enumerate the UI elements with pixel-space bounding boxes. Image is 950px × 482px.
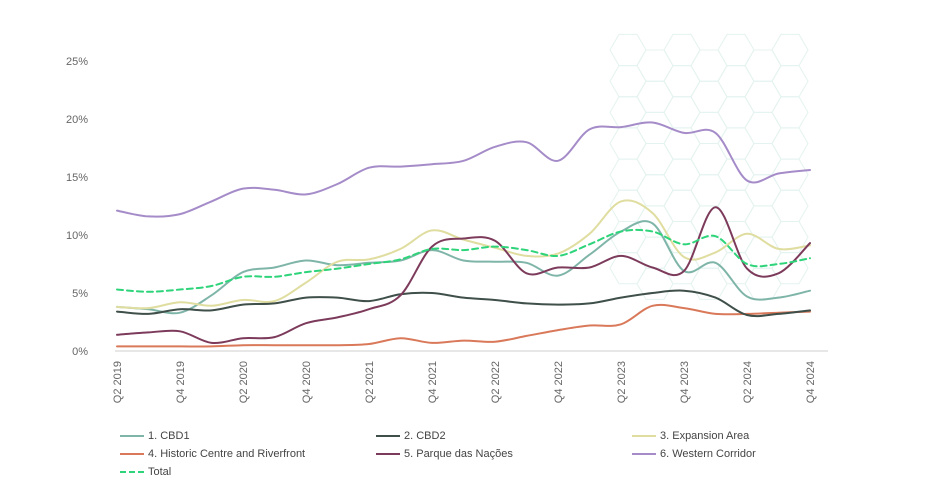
hexagon-shape: [609, 65, 647, 98]
hexagon-shape: [636, 143, 674, 176]
x-tick-label: Q2 2023: [616, 361, 628, 403]
x-tick-label: Q4 2020: [301, 361, 313, 403]
y-tick-label: 25%: [66, 56, 88, 68]
legend-label: 4. Historic Centre and Riverfront: [148, 448, 306, 460]
y-tick-label: 15%: [66, 172, 88, 184]
hexagon-shape: [609, 221, 647, 254]
hexagon-shape: [717, 65, 755, 98]
line-chart: 0% 5% 10% 15% 20% 25% Q2 2019 Q4 2019 Q2 2020 Q4…: [66, 33, 828, 403]
legend-swatch: [632, 453, 656, 455]
x-tick-label: Q4 2023: [679, 361, 691, 403]
x-tick-label: Q4 2022: [553, 361, 565, 403]
hexagon-shape: [690, 80, 728, 113]
hexagon-shape: [609, 127, 647, 160]
series-lines: [116, 121, 811, 348]
hexagon-shape: [663, 158, 701, 191]
legend-item: 4. Historic Centre and Riverfront: [120, 446, 376, 462]
legend-item: 5. Parque das Nações: [376, 446, 632, 462]
legend: 1. CBD1 2. CBD2 3. Expansion Area 4. Histor…: [120, 428, 900, 480]
legend-item: 1. CBD1: [120, 428, 376, 444]
legend-label: 2. CBD2: [404, 430, 446, 442]
hexagon-shape: [609, 33, 647, 67]
y-tick-label: 5%: [72, 288, 88, 300]
legend-swatch: [120, 471, 144, 473]
y-tick-label: 10%: [66, 230, 88, 242]
legend-swatch: [632, 435, 656, 437]
hexagon-shape: [744, 143, 782, 176]
hexagon-shape: [771, 127, 809, 160]
x-tick-label: Q2 2022: [490, 361, 502, 403]
legend-swatch: [120, 453, 144, 455]
hexagon-shape: [771, 65, 809, 98]
hexagon-shape: [663, 189, 701, 222]
x-tick-label: Q4 2021: [427, 361, 439, 403]
hexagon-shape: [717, 96, 755, 129]
hexagon-shape: [636, 49, 674, 82]
legend-item: 6. Western Corridor: [632, 446, 888, 462]
legend-label: 5. Parque das Nações: [404, 448, 513, 460]
y-axis-ticks: 0% 5% 10% 15% 20% 25%: [66, 56, 88, 358]
hexagon-shape: [663, 96, 701, 129]
legend-label: 1. CBD1: [148, 430, 190, 442]
hexagon-shape: [609, 158, 647, 191]
series-line-1: [116, 220, 811, 315]
hexagon-shape: [771, 189, 809, 222]
series-line-4: [116, 303, 811, 348]
hexagon-watermark-pattern: [609, 33, 809, 300]
hexagon-shape: [744, 80, 782, 113]
legend-swatch: [376, 435, 400, 437]
hexagon-shape: [771, 252, 809, 285]
legend-item: Total: [120, 464, 376, 480]
x-tick-label: Q2 2019: [112, 361, 124, 403]
hexagon-shape: [771, 33, 809, 67]
hexagon-shape: [717, 33, 755, 67]
series-line-5: [116, 206, 811, 345]
hexagon-shape: [690, 143, 728, 176]
hexagon-shape: [744, 205, 782, 238]
legend-label: Total: [148, 466, 172, 478]
x-tick-label: Q4 2024: [805, 361, 817, 403]
x-tick-label: Q2 2024: [742, 361, 754, 403]
legend-item: 3. Expansion Area: [632, 428, 888, 444]
legend-swatch: [376, 453, 400, 455]
hexagon-shape: [744, 49, 782, 82]
hexagon-shape: [663, 65, 701, 98]
x-axis-ticks: Q2 2019 Q4 2019 Q2 2020 Q4 2020 Q2 2021 Q4 20…: [112, 361, 817, 403]
hexagon-shape: [744, 111, 782, 144]
legend-label: 3. Expansion Area: [660, 430, 750, 442]
hexagon-shape: [636, 80, 674, 113]
hexagon-shape: [690, 49, 728, 82]
hexagon-shape: [771, 96, 809, 129]
y-tick-label: 0%: [72, 346, 88, 358]
x-tick-label: Q2 2020: [238, 361, 250, 403]
x-tick-label: Q2 2021: [364, 361, 376, 403]
legend-swatch: [120, 435, 144, 437]
series-line-3: [116, 199, 811, 310]
series-line-6: [116, 121, 811, 218]
y-tick-label: 20%: [66, 114, 88, 126]
series-line-7: [116, 228, 811, 293]
hexagon-shape: [690, 174, 728, 207]
x-tick-label: Q4 2019: [175, 361, 187, 403]
legend-label: 6. Western Corridor: [660, 448, 756, 460]
hexagon-shape: [636, 174, 674, 207]
series-line-2: [116, 289, 811, 318]
legend-item: 2. CBD2: [376, 428, 632, 444]
hexagon-shape: [663, 33, 701, 67]
